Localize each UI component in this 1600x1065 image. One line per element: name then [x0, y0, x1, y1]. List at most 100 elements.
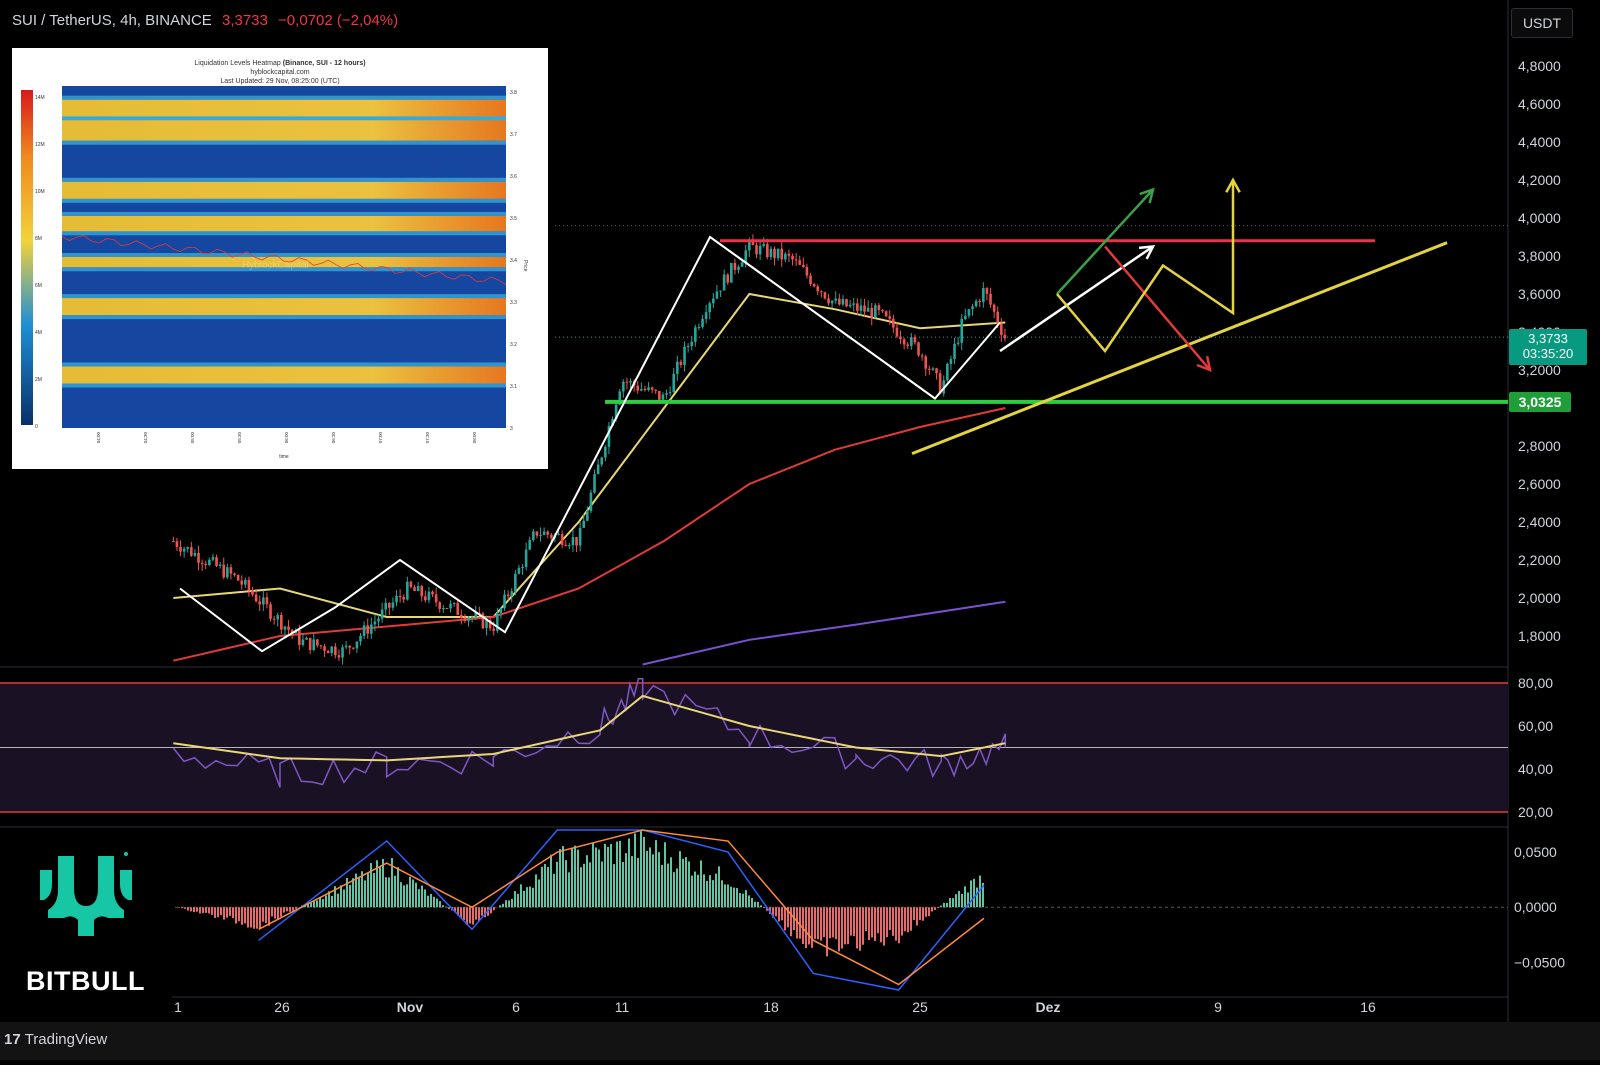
macd-bar	[730, 887, 732, 908]
heatmap-price-tick: 3.3	[510, 300, 517, 306]
candle-body	[521, 567, 524, 568]
rsi-tick-label: 40,00	[1518, 761, 1553, 777]
heatmap-price-tick: 3.5	[510, 216, 517, 222]
candle-body	[352, 648, 355, 649]
candle-body	[658, 391, 661, 400]
macd-bar	[676, 868, 678, 907]
macd-bar	[673, 872, 675, 907]
candle-body	[402, 597, 405, 599]
macd-bar	[274, 907, 276, 918]
rsi-tick-label: 80,00	[1518, 675, 1553, 691]
x-tick-label: 26	[274, 999, 290, 1015]
candle-body	[971, 306, 974, 309]
macd-bar	[343, 890, 345, 908]
candle-body	[734, 263, 737, 270]
macd-bar	[685, 857, 687, 907]
candle-body	[276, 615, 279, 619]
candle-body	[604, 447, 607, 458]
macd-bar	[805, 907, 807, 948]
macd-bar	[748, 895, 750, 907]
candle-body	[287, 627, 290, 630]
macd-bar	[223, 907, 225, 919]
macd-bar	[229, 907, 231, 916]
candle-body	[651, 387, 654, 389]
macd-bar	[508, 900, 510, 907]
support-price-tag: 3,0325	[1509, 392, 1571, 412]
candle-body	[330, 647, 333, 654]
candle-body	[647, 387, 650, 390]
macd-bar	[433, 897, 435, 907]
candle-body	[885, 311, 888, 316]
x-tick-label: 16	[1360, 999, 1376, 1015]
y-tick-label: 4,0000	[1518, 210, 1561, 226]
macd-bar	[877, 907, 879, 933]
y-tick-label: 4,2000	[1518, 172, 1561, 188]
candle-body	[802, 265, 805, 267]
currency-button[interactable]: USDT	[1511, 8, 1573, 38]
candle-body	[773, 249, 776, 258]
macd-bar	[898, 907, 900, 943]
y-tick-label: 4,8000	[1518, 58, 1561, 74]
heatmap-watermark: HyblockCapital	[242, 260, 309, 271]
candle-body	[525, 550, 528, 567]
x-tick-label: 11	[615, 999, 630, 1015]
candle-body	[420, 586, 423, 596]
colorbar-tick-label: 12M	[35, 142, 45, 148]
macd-bar	[205, 907, 207, 913]
macd-bar	[247, 907, 249, 927]
rsi-tick-label: 60,00	[1518, 718, 1553, 734]
candle-body	[309, 638, 312, 650]
macd-bar	[628, 839, 630, 908]
macd-bar	[580, 867, 582, 907]
macd-bar	[217, 907, 219, 917]
candle-body	[856, 303, 859, 310]
colorbar-tick-label: 6M	[35, 283, 42, 289]
candle-body	[834, 299, 837, 301]
macd-bar	[517, 894, 519, 907]
candle-body	[755, 245, 758, 254]
candle-body	[716, 291, 719, 298]
candle-body	[644, 389, 647, 390]
candle-body	[262, 597, 265, 604]
heatmap-band-edge	[62, 231, 506, 235]
macd-bar	[808, 907, 810, 944]
macd-bar	[784, 907, 786, 930]
heatmap-time-tick: 07:00	[378, 432, 383, 444]
current-price-label: 3,3733	[1509, 331, 1587, 346]
candle-body	[960, 319, 963, 343]
macd-bar	[196, 907, 198, 911]
macd-bar	[565, 860, 567, 907]
candle-body	[701, 319, 704, 327]
macd-bar	[811, 907, 813, 948]
macd-bar	[712, 880, 714, 907]
candle-body	[636, 386, 639, 391]
macd-bar	[199, 907, 201, 913]
candle-body	[914, 337, 917, 342]
candle-body	[831, 301, 834, 304]
macd-bar	[409, 877, 411, 907]
macd-bar	[973, 879, 975, 907]
candle-body	[323, 646, 326, 651]
macd-bar	[559, 849, 561, 907]
candle-body	[928, 369, 931, 370]
colorbar-tick-label: 2M	[35, 377, 42, 383]
macd-bar	[256, 907, 258, 928]
macd-bar	[826, 907, 828, 956]
candle-body	[906, 344, 909, 345]
projection-white	[1000, 247, 1153, 352]
candle-body	[798, 260, 801, 265]
macd-bar	[571, 848, 573, 907]
pattern-channel	[710, 237, 935, 399]
support-price-label: 3,0325	[1519, 394, 1562, 410]
candle-body	[399, 596, 402, 597]
macd-bar	[577, 850, 579, 908]
macd-bar	[178, 907, 180, 908]
macd-bar	[427, 896, 429, 908]
candle-body	[809, 276, 812, 285]
macd-bar	[394, 876, 396, 907]
candle-body	[662, 395, 665, 400]
macd-bar	[742, 894, 744, 908]
macd-bar	[682, 859, 684, 907]
